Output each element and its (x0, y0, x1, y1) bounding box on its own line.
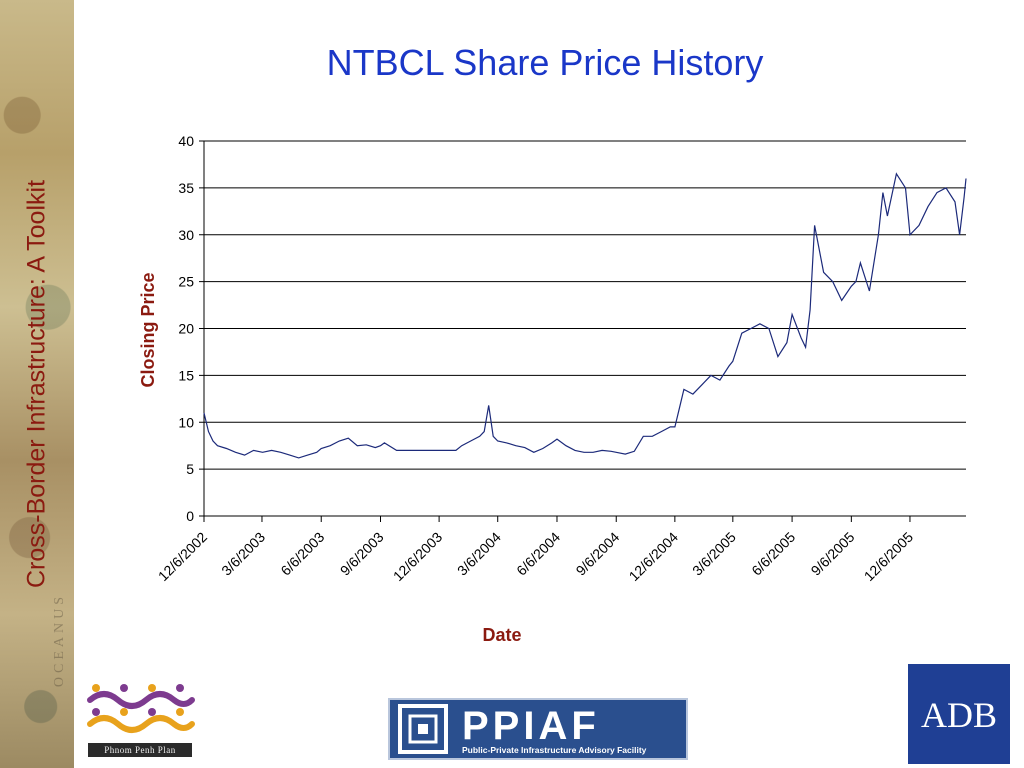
x-tick-label: 12/6/2004 (626, 529, 682, 585)
y-tick-label: 15 (178, 367, 194, 383)
chart-title: NTBCL Share Price History (326, 42, 764, 83)
y-axis-label: Closing Price (138, 272, 158, 387)
map-side-strip: OCEANUS Cross-Border Infrastructure: A T… (0, 0, 74, 768)
y-tick-label: 25 (178, 274, 194, 290)
y-tick-label: 40 (178, 133, 194, 149)
x-tick-label: 12/6/2005 (861, 529, 917, 585)
x-tick-label: 3/6/2005 (689, 529, 739, 579)
y-tick-label: 0 (186, 508, 194, 524)
y-tick-label: 35 (178, 180, 194, 196)
x-tick-label: 9/6/2003 (337, 529, 387, 579)
adb-logo: ADB (908, 664, 1010, 764)
ppiaf-tagline: Public-Private Infrastructure Advisory F… (462, 745, 647, 755)
x-tick-label: 6/6/2005 (748, 529, 798, 579)
grid-lines (199, 140, 966, 517)
x-tick-label: 6/6/2003 (278, 529, 328, 579)
x-tick-label: 12/6/2002 (155, 529, 211, 585)
figures-icon (87, 684, 195, 733)
x-axis-label: Date (482, 625, 521, 645)
phnom-penh-plan-logo (84, 680, 196, 760)
ppiaf-logo: PPIAF Public-Private Infrastructure Advi… (388, 698, 688, 760)
x-tick-label: 9/6/2005 (808, 529, 858, 579)
y-tick-label: 5 (186, 461, 194, 477)
y-tick-label: 30 (178, 227, 194, 243)
x-tick-label: 9/6/2004 (573, 529, 623, 579)
x-tick-label: 12/6/2003 (390, 529, 446, 585)
y-tick-label: 10 (178, 414, 194, 430)
x-tick-labels: 12/6/2002 3/6/2003 6/6/2003 9/6/2003 12/6/20… (155, 529, 916, 585)
series-line (203, 172, 967, 459)
ppiaf-emblem-icon (398, 704, 448, 754)
x-tick-label: 3/6/2003 (218, 529, 268, 579)
adb-wordmark: ADB (920, 695, 997, 735)
x-tick-label: 6/6/2004 (513, 529, 563, 579)
ppp-caption: Phnom Penh Plan (88, 743, 192, 757)
y-tick-label: 20 (178, 321, 194, 337)
y-tick-labels: 0 5 10 15 20 25 30 35 40 (178, 133, 194, 524)
ppiaf-wordmark: PPIAF (462, 704, 600, 748)
chart-axes (203, 141, 966, 522)
x-tick-label: 3/6/2004 (454, 529, 504, 579)
